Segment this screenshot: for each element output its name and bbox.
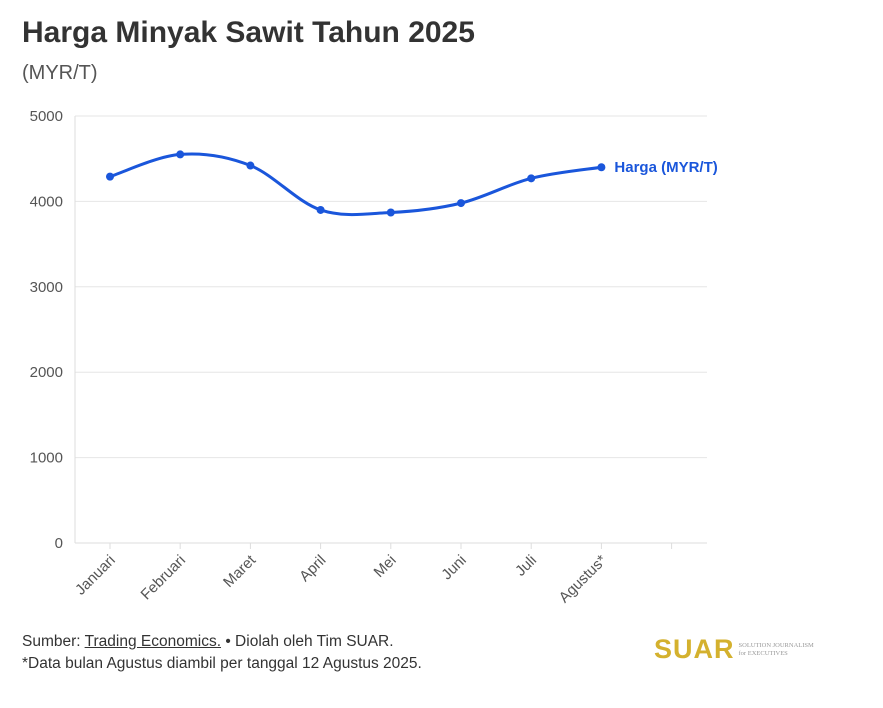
data-point [527,174,536,183]
source-line: Sumber: Trading Economics. • Diolah oleh… [22,631,422,653]
chart-subtitle: (MYR/T) [22,62,98,84]
x-tick-label: Agustus* [556,552,611,607]
source-link[interactable]: Trading Economics. [84,633,222,650]
suar-logo: SUAR SOLUTION JOURNALISM for EXECUTIVES [654,634,814,665]
chart-title: Harga Minyak Sawit Tahun 2025 [22,16,475,49]
x-tick-label: Mei [371,552,400,581]
x-tick-label: Januari [72,552,119,599]
x-tick-label: Juni [438,552,469,583]
data-point [597,163,606,172]
y-tick-label: 5000 [30,108,63,125]
x-tick-label: Februari [138,552,190,604]
chart-footer: Sumber: Trading Economics. • Diolah oleh… [22,631,422,675]
data-point [457,199,465,208]
source-prefix: Sumber: [22,633,85,650]
y-tick-label: 1000 [30,450,63,467]
series-label: Harga (MYR/T) [614,159,717,176]
data-note: *Data bulan Agustus diambil per tanggal … [22,655,422,672]
y-tick-label: 4000 [30,193,63,210]
data-point [386,208,395,217]
x-tick-label: Juli [512,552,540,580]
source-suffix: • Diolah oleh Tim SUAR. [221,633,394,650]
data-point [106,172,114,181]
logo-tagline: SOLUTION JOURNALISM for EXECUTIVES [738,641,814,657]
y-tick-label: 3000 [30,279,63,296]
data-point [176,150,185,159]
y-tick-label: 2000 [30,364,63,381]
logo-wordmark: SUAR [654,634,735,664]
series-line [108,152,603,217]
y-tick-label: 0 [55,535,63,552]
x-tick-label: Maret [220,551,260,591]
data-point [246,161,255,170]
x-tick-label: April [296,552,329,585]
data-point [316,205,325,214]
